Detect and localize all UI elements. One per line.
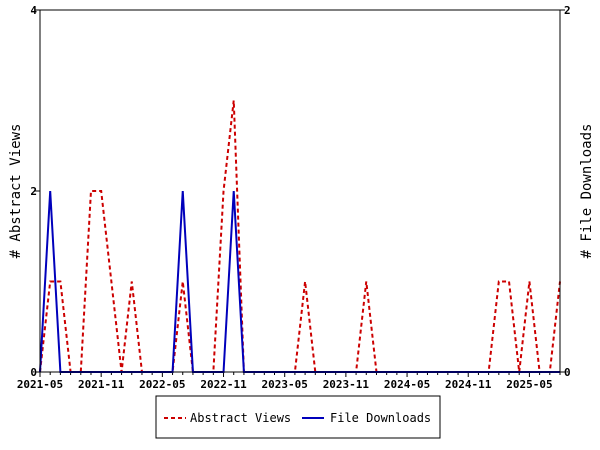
x-tick-label: 2022-11 bbox=[200, 378, 247, 391]
plot-area bbox=[39, 9, 561, 373]
left-tick-label: 0 bbox=[30, 366, 37, 379]
x-tick-label: 2021-05 bbox=[17, 378, 63, 391]
right-axis-ticks: 02 bbox=[560, 4, 571, 379]
x-tick-label: 2023-11 bbox=[323, 378, 370, 391]
x-tick-label: 2021-11 bbox=[78, 378, 125, 391]
legend-box bbox=[155, 395, 441, 439]
x-tick-label: 2023-05 bbox=[262, 378, 308, 391]
x-tick-label: 2024-05 bbox=[384, 378, 430, 391]
right-tick-label: 2 bbox=[564, 4, 571, 17]
left-tick-label: 2 bbox=[30, 185, 37, 198]
x-axis-ticks: 2021-05 2021-11 2022-05 2022-11 2023-05 2023-… bbox=[17, 372, 561, 391]
legend: Abstract Views File Downloads bbox=[155, 395, 441, 439]
left-axis-title: # Abstract Views bbox=[8, 124, 24, 259]
right-tick-label: 0 bbox=[564, 366, 571, 379]
legend-label-abstract-views: Abstract Views bbox=[190, 411, 291, 425]
legend-label-file-downloads: File Downloads bbox=[330, 411, 431, 425]
x-tick-label: 2024-11 bbox=[445, 378, 492, 391]
x-tick-label: 2022-05 bbox=[139, 378, 185, 391]
series-layer bbox=[39, 100, 561, 373]
right-axis-title: # File Downloads bbox=[579, 124, 595, 259]
left-tick-label: 4 bbox=[30, 4, 37, 17]
series-line-abstract-views bbox=[39, 100, 561, 373]
left-axis-ticks: 0 2 4 bbox=[30, 4, 40, 379]
x-tick-label: 2025-05 bbox=[506, 378, 552, 391]
